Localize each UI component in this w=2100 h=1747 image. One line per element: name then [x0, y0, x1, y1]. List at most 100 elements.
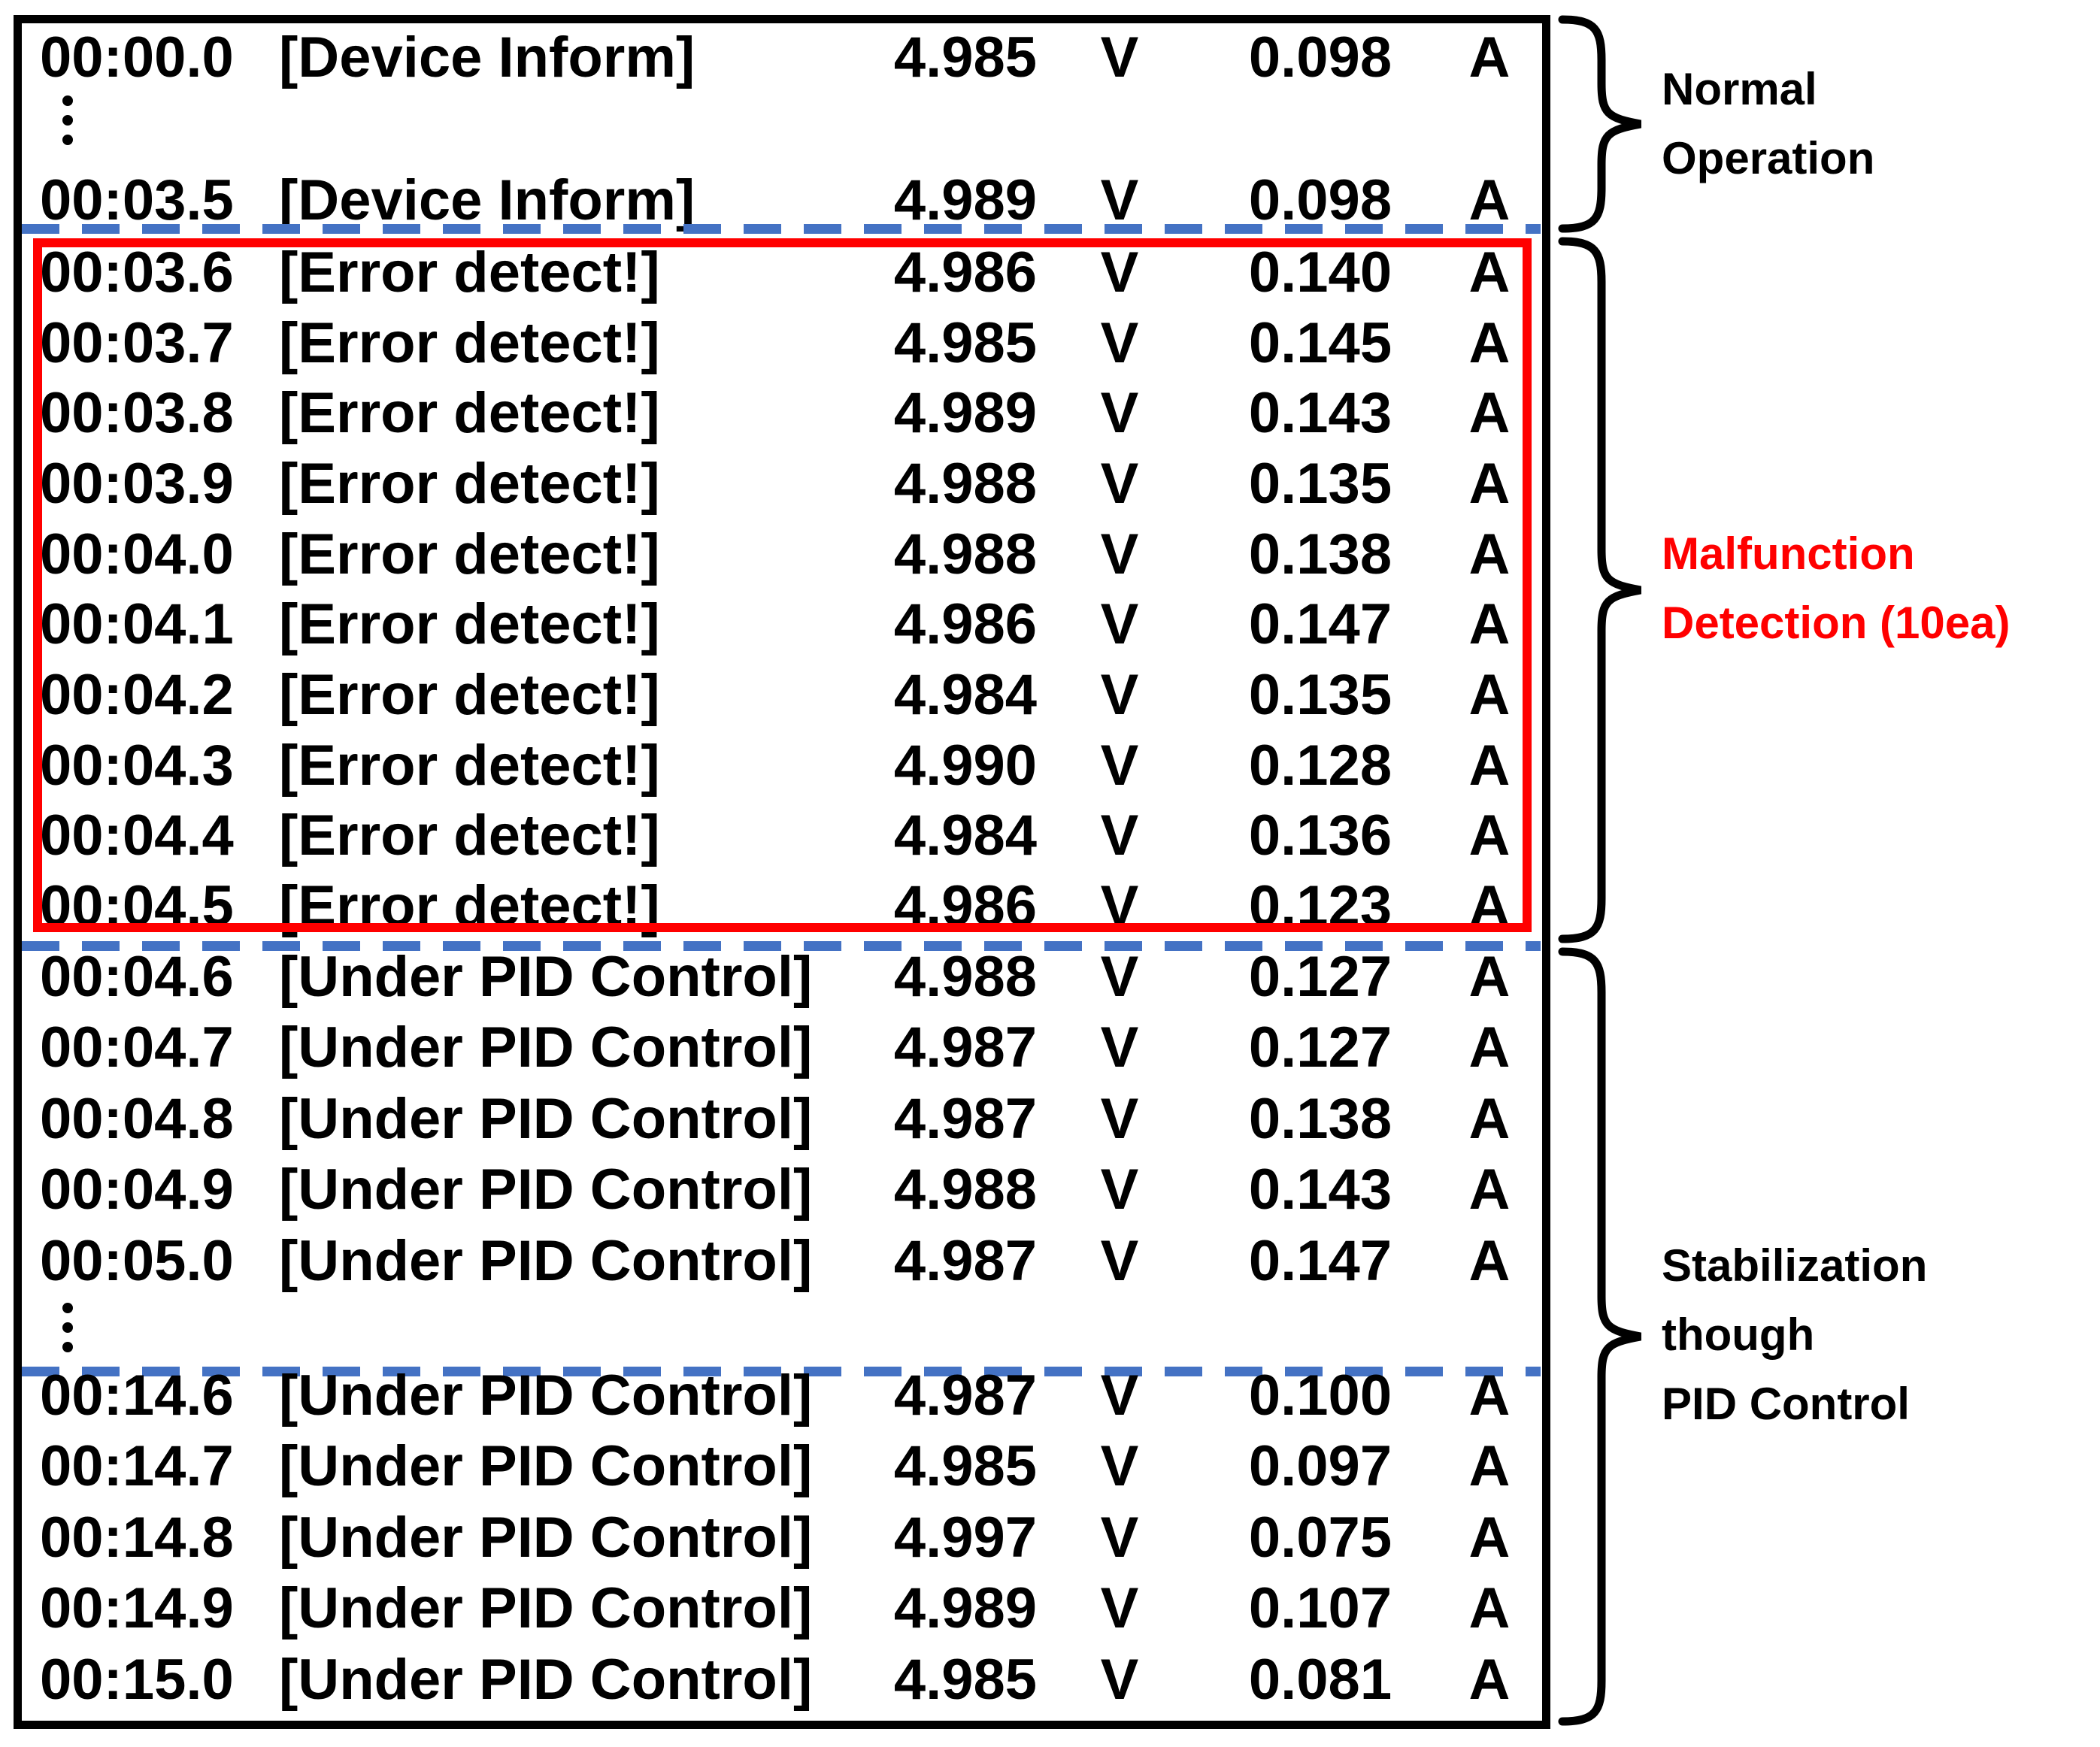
curly-brace-icon-normal-operation	[1558, 15, 1641, 233]
log-message: [Under PID Control]	[279, 1648, 813, 1712]
voltage-unit: V	[1100, 1229, 1139, 1293]
log-voltage: 4.989	[893, 381, 1037, 445]
log-message: [Error detect!]	[279, 592, 660, 656]
log-current: 0.135	[1248, 663, 1392, 727]
log-row: 00:04.0 [Error detect!] 4.988 V 0.138 A	[22, 519, 1541, 590]
current-unit: A	[1468, 1434, 1511, 1498]
log-voltage: 4.987	[893, 1087, 1037, 1151]
log-voltage: 4.997	[893, 1506, 1037, 1570]
log-row: 00:00.0 [Device Inform] 4.985 V 0.098 A	[22, 23, 1541, 93]
log-message: [Under PID Control]	[279, 1158, 813, 1222]
log-row: 00:03.9 [Error detect!] 4.988 V 0.135 A	[22, 449, 1541, 519]
log-current: 0.107	[1248, 1576, 1392, 1640]
annotation-label-malfunction-detection: Malfunction Detection (10ea)	[1662, 519, 2010, 658]
voltage-unit: V	[1100, 381, 1139, 445]
log-message: [Under PID Control]	[279, 1087, 813, 1151]
ellipsis-dot	[62, 1303, 73, 1313]
current-unit: A	[1468, 1158, 1511, 1222]
annotation-label-line: Malfunction	[1662, 528, 1915, 579]
log-row: 00:04.7 [Under PID Control] 4.987 V 0.127 A	[22, 1013, 1541, 1083]
voltage-unit: V	[1100, 168, 1139, 232]
current-unit: A	[1468, 311, 1511, 375]
log-current: 0.128	[1248, 734, 1392, 798]
annotation-label-line: Stabilization	[1662, 1240, 1928, 1291]
log-time: 00:03.9	[40, 452, 234, 516]
current-unit: A	[1468, 26, 1511, 89]
log-time: 00:03.8	[40, 381, 234, 445]
log-time: 00:04.0	[40, 522, 234, 586]
vertical-ellipsis-icon	[62, 1303, 73, 1352]
log-message: [Error detect!]	[279, 874, 660, 938]
log-row: 00:14.6 [Under PID Control] 4.987 V 0.100 A	[22, 1361, 1541, 1431]
current-unit: A	[1468, 734, 1511, 798]
voltage-unit: V	[1100, 311, 1139, 375]
log-row: 00:04.2 [Error detect!] 4.984 V 0.135 A	[22, 660, 1541, 731]
voltage-unit: V	[1100, 1087, 1139, 1151]
log-row: 00:04.9 [Under PID Control] 4.988 V 0.143 A	[22, 1155, 1541, 1225]
log-row: 00:04.1 [Error detect!] 4.986 V 0.147 A	[22, 589, 1541, 660]
log-message: [Error detect!]	[279, 522, 660, 586]
log-row: 00:04.3 [Error detect!] 4.990 V 0.128 A	[22, 731, 1541, 801]
voltage-unit: V	[1100, 663, 1139, 727]
curly-brace-icon-stabilization-pid	[1558, 947, 1641, 1726]
log-current: 0.140	[1248, 241, 1392, 304]
log-time: 00:04.7	[40, 1016, 234, 1079]
log-current: 0.127	[1248, 1016, 1392, 1079]
log-voltage: 4.988	[893, 522, 1037, 586]
log-current: 0.100	[1248, 1364, 1392, 1428]
voltage-unit: V	[1100, 874, 1139, 938]
log-time: 00:00.0	[40, 26, 234, 89]
ellipsis-dot	[62, 115, 73, 126]
voltage-unit: V	[1100, 1016, 1139, 1079]
annotation-label-line: Detection (10ea)	[1662, 598, 2011, 648]
log-message: [Under PID Control]	[279, 1506, 813, 1570]
log-row: 00:14.8 [Under PID Control] 4.997 V 0.075 A	[22, 1503, 1541, 1573]
vertical-ellipsis-icon	[62, 95, 73, 145]
log-current: 0.147	[1248, 592, 1392, 656]
log-time: 00:05.0	[40, 1229, 234, 1293]
log-time: 00:04.5	[40, 874, 234, 938]
voltage-unit: V	[1100, 522, 1139, 586]
log-current: 0.081	[1248, 1648, 1392, 1712]
log-message: [Under PID Control]	[279, 1434, 813, 1498]
log-voltage: 4.986	[893, 241, 1037, 304]
log-voltage: 4.986	[893, 874, 1037, 938]
log-row: 00:14.7 [Under PID Control] 4.985 V 0.097 A	[22, 1431, 1541, 1502]
log-current: 0.138	[1248, 1087, 1392, 1151]
current-unit: A	[1468, 241, 1511, 304]
log-voltage: 4.988	[893, 1158, 1037, 1222]
voltage-unit: V	[1100, 26, 1139, 89]
log-time: 00:04.4	[40, 804, 234, 867]
annotation-label-line: though	[1662, 1309, 1815, 1360]
log-voltage: 4.986	[893, 592, 1037, 656]
log-message: [Device Inform]	[279, 168, 695, 232]
log-current: 0.075	[1248, 1506, 1392, 1570]
log-row: 00:15.0 [Under PID Control] 4.985 V 0.081 A	[22, 1645, 1541, 1715]
log-time: 00:04.6	[40, 945, 234, 1009]
current-unit: A	[1468, 592, 1511, 656]
log-voltage: 4.985	[893, 311, 1037, 375]
log-current: 0.097	[1248, 1434, 1392, 1498]
log-message: [Under PID Control]	[279, 1229, 813, 1293]
log-table-border	[14, 15, 1550, 1729]
log-row: 00:03.5 [Device Inform] 4.989 V 0.098 A	[22, 165, 1541, 236]
log-time: 00:03.6	[40, 241, 234, 304]
ellipsis-dot	[62, 1342, 73, 1352]
log-current: 0.143	[1248, 381, 1392, 445]
current-unit: A	[1468, 168, 1511, 232]
log-time: 00:04.3	[40, 734, 234, 798]
log-current: 0.145	[1248, 311, 1392, 375]
log-current: 0.135	[1248, 452, 1392, 516]
current-unit: A	[1468, 1576, 1511, 1640]
log-voltage: 4.989	[893, 168, 1037, 232]
annotation-label-line: PID Control	[1662, 1379, 1910, 1429]
log-current: 0.147	[1248, 1229, 1392, 1293]
log-time: 00:03.5	[40, 168, 234, 232]
log-message: [Device Inform]	[279, 26, 695, 89]
log-time: 00:04.9	[40, 1158, 234, 1222]
voltage-unit: V	[1100, 452, 1139, 516]
log-current: 0.127	[1248, 945, 1392, 1009]
voltage-unit: V	[1100, 945, 1139, 1009]
current-unit: A	[1468, 804, 1511, 867]
log-voltage: 4.989	[893, 1576, 1037, 1640]
